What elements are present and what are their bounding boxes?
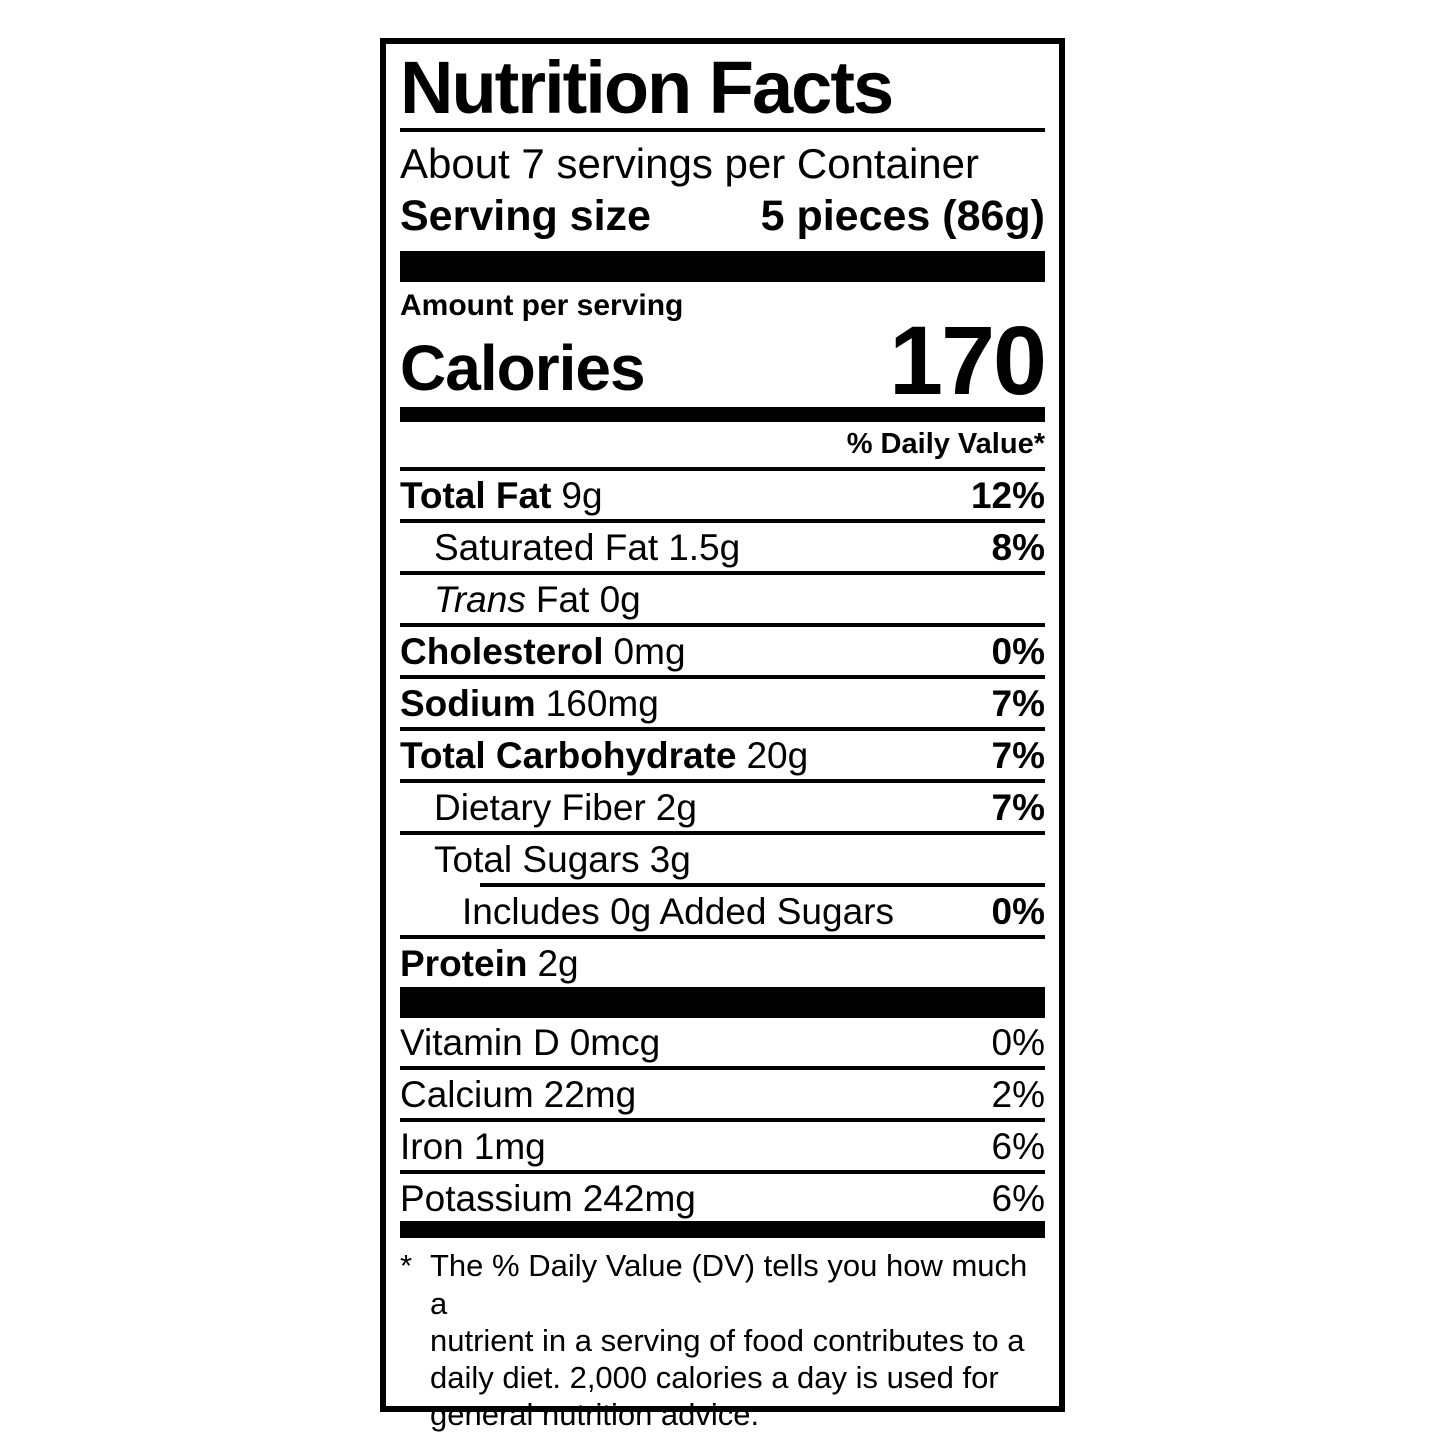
nutrient-amount: 0mg	[613, 630, 686, 672]
label-title: Nutrition Facts	[400, 46, 894, 129]
nutrient-row-total-carbohydrate: Total Carbohydrate 20g 7%	[400, 726, 1045, 779]
nutrient-amount: 1mg	[473, 1125, 546, 1167]
calories-divider-bar	[400, 407, 1045, 423]
daily-value-header: % Daily Value*	[846, 428, 1045, 461]
nutrient-amount: 0mcg	[569, 1021, 661, 1063]
footnote-line: general nutrition advice.	[430, 1397, 760, 1433]
nutrient-amount: 3g	[649, 838, 691, 880]
nutrient-dv: 7%	[991, 786, 1045, 828]
nutrient-name: Includes 0g Added Sugars	[462, 890, 894, 932]
nutrient-name: Total Fat	[400, 475, 552, 517]
nutrient-amount: 160mg	[545, 682, 659, 724]
nutrient-amount: 20g	[746, 734, 809, 776]
nutrient-name: Iron	[400, 1125, 464, 1167]
nutrient-row-dietary-fiber: Dietary Fiber 2g 7%	[400, 778, 1045, 831]
nutrient-row-total-fat: Total Fat 9g 12%	[400, 467, 1045, 519]
micronutrient-row-vitamin-d: Vitamin D 0mcg 0%	[400, 1018, 1045, 1066]
nutrient-amount: 242mg	[582, 1177, 696, 1219]
daily-value-footnote: * The % Daily Value (DV) tells you how m…	[400, 1238, 1045, 1433]
nutrient-row-protein: Protein 2g	[400, 934, 1045, 987]
calories-row: Calories 170	[400, 305, 1047, 415]
nutrient-name: Calcium	[400, 1073, 534, 1115]
nutrient-dv: 8%	[991, 527, 1045, 569]
calories-label: Calories	[400, 332, 646, 405]
nutrient-dv: 0%	[991, 630, 1045, 672]
section-bar-top	[400, 250, 1045, 282]
nutrient-name: Total Sugars	[434, 838, 640, 880]
nutrient-amount: 2g	[655, 786, 697, 828]
nutrient-dv: 7%	[991, 682, 1045, 724]
nutrient-row-saturated-fat: Saturated Fat 1.5g 8%	[400, 519, 1045, 571]
section-bar-middle	[400, 986, 1045, 1018]
nutrient-amount: 9g	[561, 475, 603, 517]
footnote-line: The % Daily Value (DV) tells you how muc…	[430, 1248, 1028, 1321]
micronutrient-row-iron: Iron 1mg 6%	[400, 1117, 1045, 1170]
serving-size-value: 5 pieces (86g)	[760, 192, 1045, 241]
serving-size-label: Serving size	[400, 192, 651, 241]
nutrient-row-total-sugars: Total Sugars 3g	[400, 830, 1045, 883]
nutrient-amount: 2g	[537, 942, 579, 984]
section-bar-bottom	[400, 1221, 1045, 1239]
nutrient-name: Vitamin D	[400, 1021, 560, 1063]
calories-value: 170	[889, 305, 1047, 415]
nutrient-name: Saturated Fat	[434, 527, 659, 569]
nutrient-amount: Fat 0g	[535, 579, 641, 621]
nutrition-facts-label: Nutrition Facts About 7 servings per Con…	[380, 38, 1065, 1432]
footnote-asterisk: *	[400, 1248, 413, 1284]
nutrient-dv: 2%	[991, 1073, 1045, 1115]
nutrient-name: Protein	[400, 942, 528, 984]
nutrient-row-added-sugars: Includes 0g Added Sugars 0%	[400, 882, 1045, 935]
nutrient-name: Trans	[434, 579, 526, 621]
nutrient-dv: 0%	[991, 890, 1045, 932]
nutrient-name: Dietary Fiber	[434, 786, 646, 828]
nutrient-name: Potassium	[400, 1177, 573, 1219]
nutrient-name: Total Carbohydrate	[400, 734, 737, 776]
nutrient-dv: 6%	[991, 1177, 1045, 1219]
nutrient-amount: 1.5g	[668, 527, 741, 569]
footnote-line: daily diet. 2,000 calories a day is used…	[430, 1360, 999, 1396]
footnote-line: nutrient in a serving of food contribute…	[430, 1322, 1025, 1358]
amount-per-serving-label: Amount per serving	[400, 288, 684, 322]
nutrient-name: Cholesterol	[400, 630, 604, 672]
servings-per-container: About 7 servings per Container	[400, 139, 979, 187]
micronutrient-row-calcium: Calcium 22mg 2%	[400, 1065, 1045, 1118]
nutrient-row-cholesterol: Cholesterol 0mg 0%	[400, 622, 1045, 675]
nutrient-amount: 22mg	[543, 1073, 637, 1115]
micronutrient-row-potassium: Potassium 242mg 6%	[400, 1169, 1045, 1222]
nutrient-row-sodium: Sodium 160mg 7%	[400, 674, 1045, 727]
nutrient-dv: 0%	[991, 1021, 1045, 1063]
nutrient-dv: 12%	[970, 475, 1045, 517]
nutrient-dv: 7%	[991, 734, 1045, 776]
nutrient-name: Sodium	[400, 682, 536, 724]
nutrient-dv: 6%	[991, 1125, 1045, 1167]
serving-size-row: Serving size 5 pieces (86g)	[400, 190, 1045, 250]
title-divider	[400, 127, 1045, 132]
nutrient-row-trans-fat: Trans Fat 0g	[400, 571, 1045, 623]
